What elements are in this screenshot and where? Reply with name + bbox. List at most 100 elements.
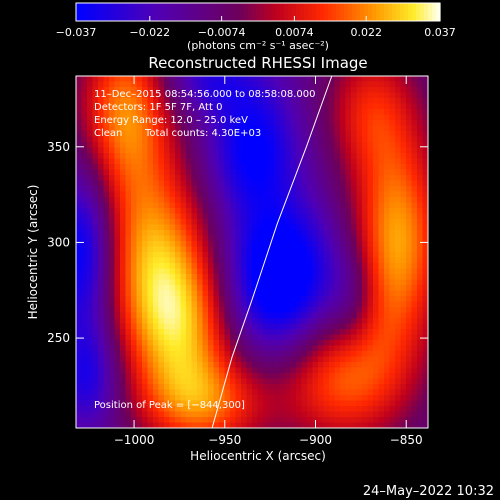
heatmap-pixel xyxy=(367,208,374,214)
heatmap-pixel xyxy=(307,301,313,308)
heatmap-pixel xyxy=(219,147,225,154)
heatmap-pixel xyxy=(169,268,176,275)
heatmap-pixel xyxy=(356,312,363,319)
heatmap-pixel xyxy=(274,213,280,220)
heatmap-pixel xyxy=(169,98,176,104)
heatmap-pixel xyxy=(318,263,324,269)
heatmap-pixel xyxy=(417,422,423,429)
heatmap-pixel xyxy=(175,400,181,407)
heatmap-pixel xyxy=(334,351,341,357)
heatmap-pixel xyxy=(340,197,346,203)
heatmap-pixel xyxy=(334,186,341,192)
heatmap-pixel xyxy=(257,268,264,275)
heatmap-pixel xyxy=(158,125,165,132)
heatmap-pixel xyxy=(142,169,148,176)
heatmap-pixel xyxy=(224,147,231,154)
heatmap-pixel xyxy=(417,279,423,286)
heatmap-pixel xyxy=(87,329,93,335)
heatmap-pixel xyxy=(230,208,236,214)
heatmap-pixel xyxy=(241,87,247,93)
heatmap-pixel xyxy=(208,307,214,313)
heatmap-pixel xyxy=(147,120,154,126)
colorbar-cell xyxy=(272,3,277,21)
heatmap-pixel xyxy=(208,285,214,291)
heatmap-pixel xyxy=(268,406,275,412)
heatmap-pixel xyxy=(81,120,88,126)
heatmap-pixel xyxy=(180,334,187,341)
heatmap-pixel xyxy=(169,356,176,363)
heatmap-pixel xyxy=(329,120,335,126)
heatmap-pixel xyxy=(400,147,407,154)
heatmap-pixel xyxy=(241,411,247,418)
heatmap-pixel xyxy=(180,87,187,93)
heatmap-pixel xyxy=(384,373,390,379)
heatmap-pixel xyxy=(389,202,396,209)
heatmap-pixel xyxy=(125,87,132,93)
heatmap-pixel xyxy=(285,389,291,396)
heatmap-pixel xyxy=(153,197,159,203)
heatmap-pixel xyxy=(197,147,203,154)
heatmap-pixel xyxy=(290,411,297,418)
heatmap-pixel xyxy=(164,252,170,258)
heatmap-pixel xyxy=(400,191,407,198)
heatmap-pixel xyxy=(356,136,363,143)
y-axis-label: Heliocentric Y (arcsec) xyxy=(26,185,40,320)
heatmap-pixel xyxy=(169,81,176,88)
heatmap-pixel xyxy=(384,125,390,132)
heatmap-pixel xyxy=(147,208,154,214)
heatmap-pixel xyxy=(164,180,170,187)
y-tick-label: 300 xyxy=(47,235,70,249)
heatmap-pixel xyxy=(136,345,143,352)
heatmap-pixel xyxy=(81,235,88,242)
heatmap-pixel xyxy=(235,290,242,297)
heatmap-pixel xyxy=(257,323,264,330)
heatmap-pixel xyxy=(395,87,401,93)
heatmap-pixel xyxy=(329,389,335,396)
heatmap-pixel xyxy=(312,257,319,264)
heatmap-pixel xyxy=(389,384,396,390)
heatmap-pixel xyxy=(76,340,82,346)
heatmap-pixel xyxy=(307,230,313,236)
heatmap-pixel xyxy=(103,285,110,291)
heatmap-pixel xyxy=(296,81,302,88)
heatmap-pixel xyxy=(109,290,115,297)
heatmap-pixel xyxy=(274,389,280,396)
heatmap-pixel xyxy=(103,329,110,335)
heatmap-pixel xyxy=(257,274,264,280)
heatmap-pixel xyxy=(153,378,159,385)
heatmap-pixel xyxy=(114,257,121,264)
heatmap-pixel xyxy=(87,301,93,308)
heatmap-pixel xyxy=(329,290,335,297)
heatmap-pixel xyxy=(373,191,379,198)
heatmap-pixel xyxy=(257,235,264,242)
heatmap-pixel xyxy=(274,169,280,176)
heatmap-pixel xyxy=(230,263,236,269)
heatmap-pixel xyxy=(362,208,368,214)
heatmap-pixel xyxy=(191,109,198,115)
heatmap-pixel xyxy=(76,318,82,324)
heatmap-pixel xyxy=(92,103,99,110)
heatmap-pixel xyxy=(362,103,368,110)
heatmap-pixel xyxy=(378,224,385,231)
colorbar-cell xyxy=(92,3,97,21)
heatmap-pixel xyxy=(125,109,132,115)
heatmap-pixel xyxy=(318,384,324,390)
heatmap-pixel xyxy=(417,175,423,181)
heatmap-pixel xyxy=(378,345,385,352)
heatmap-pixel xyxy=(213,131,220,137)
colorbar-cell xyxy=(428,3,433,21)
heatmap-pixel xyxy=(235,406,242,412)
heatmap-pixel xyxy=(367,186,374,192)
x-tick-label: −900 xyxy=(299,433,332,447)
heatmap-pixel xyxy=(312,224,319,231)
heatmap-pixel xyxy=(142,329,148,335)
heatmap-pixel xyxy=(98,169,104,176)
heatmap-pixel xyxy=(202,406,209,412)
heatmap-pixel xyxy=(202,367,209,374)
heatmap-pixel xyxy=(290,213,297,220)
heatmap-pixel xyxy=(290,389,297,396)
heatmap-pixel xyxy=(268,98,275,104)
heatmap-pixel xyxy=(356,164,363,170)
heatmap-pixel xyxy=(131,125,137,132)
heatmap-pixel xyxy=(235,120,242,126)
